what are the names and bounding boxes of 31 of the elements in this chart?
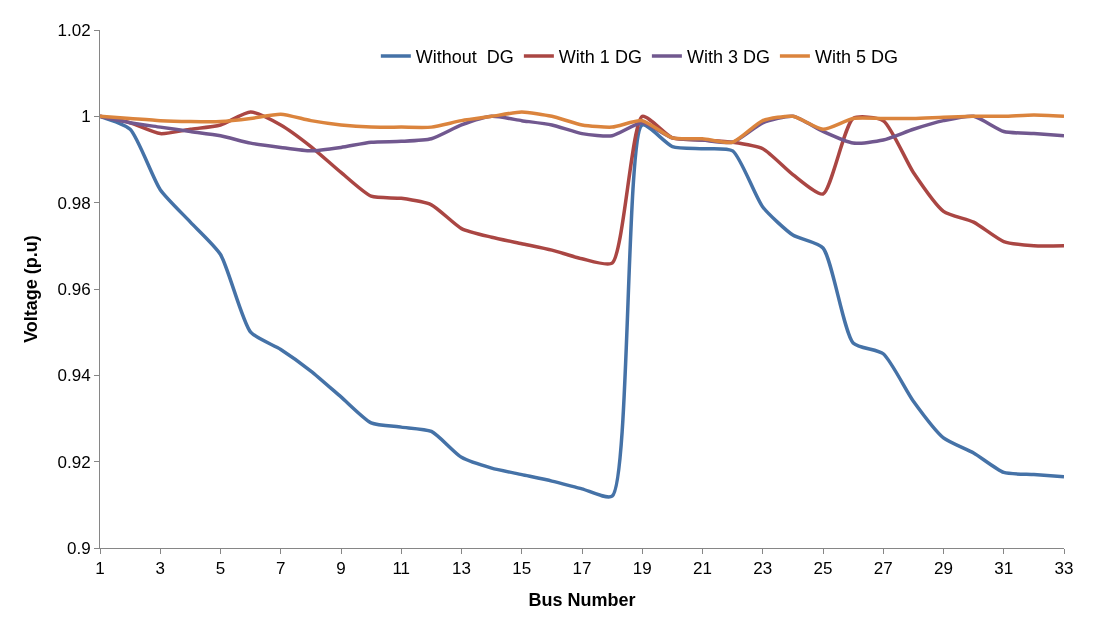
y-tick-label: 0.9 <box>66 538 91 558</box>
y-tick-label: 0.98 <box>57 193 91 213</box>
x-tick-label: 27 <box>873 559 893 579</box>
x-tick-label: 29 <box>934 559 953 579</box>
x-tick-label: 31 <box>994 559 1014 579</box>
legend-label: With 5 DG <box>814 46 898 67</box>
x-tick-label: 3 <box>155 559 165 579</box>
x-tick-label: 7 <box>276 559 286 579</box>
x-tick-label: 11 <box>392 559 411 579</box>
y-tick-label: 1 <box>81 107 91 127</box>
y-axis-title: Voltage (p.u) <box>20 235 41 343</box>
x-axis-title: Bus Number <box>528 589 636 610</box>
legend-label: Without DG <box>415 46 514 67</box>
x-tick-label: 17 <box>572 559 592 579</box>
x-tick-label: 25 <box>813 559 833 579</box>
x-tick-label: 19 <box>632 559 652 579</box>
y-tick-label: 1.02 <box>57 20 91 40</box>
x-tick-label: 1 <box>95 559 105 579</box>
x-tick-label: 21 <box>693 559 712 579</box>
x-tick-label: 9 <box>336 559 346 579</box>
x-tick-label: 13 <box>452 559 471 579</box>
x-tick-label: 5 <box>215 559 226 579</box>
y-tick-label: 0.92 <box>57 452 91 472</box>
legend-label: With 1 DG <box>558 46 642 67</box>
y-tick-label: 0.96 <box>57 279 91 299</box>
x-tick-label: 33 <box>1054 559 1074 579</box>
line-series <box>100 110 1064 144</box>
legend-label: With 3 DG <box>686 46 770 67</box>
x-tick-label: 23 <box>753 559 773 579</box>
x-tick-label: 15 <box>512 559 532 579</box>
y-tick-label: 0.94 <box>57 366 91 386</box>
